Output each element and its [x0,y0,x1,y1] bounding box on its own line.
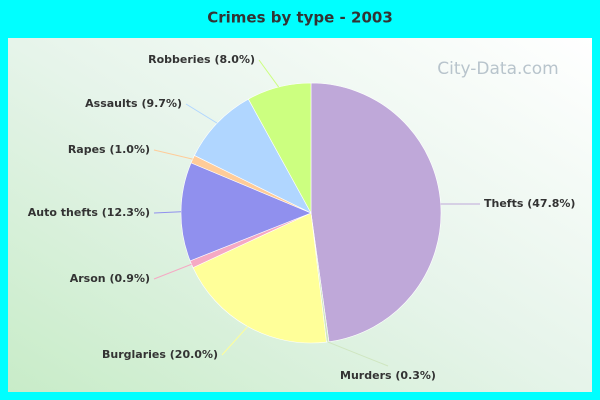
pie-slice [247,82,312,214]
category-label: Rapes [68,143,106,156]
chart-title: Crimes by type - 2003 [207,9,393,27]
slice-label: Arson (0.9%) [70,272,150,285]
value-label: (1.0%) [109,143,150,156]
leader-line [327,341,389,367]
value-label: (20.0%) [170,348,218,361]
leader-line [221,326,249,356]
category-label: Auto thefts [28,206,99,219]
slice-label: Rapes (1.0%) [68,143,150,156]
slice-label: Assaults (9.7%) [85,97,182,110]
category-label: Murders [340,369,392,382]
leader-line [153,211,182,214]
value-label: (8.0%) [214,53,255,66]
category-label: Arson [70,272,106,285]
category-label: Thefts [484,197,524,210]
slice-label: Thefts (47.8%) [484,197,575,210]
pie-slice [180,162,312,262]
value-label: (0.3%) [395,369,436,382]
leader-line [185,103,218,124]
slice-label: Burglaries (20.0%) [102,348,218,361]
category-label: Robberies [148,53,211,66]
category-label: Assaults [85,97,138,110]
pie-slice [194,98,312,214]
leader-line [153,149,193,160]
value-label: (0.9%) [109,272,150,285]
value-label: (47.8%) [527,197,575,210]
leader-line [258,59,280,88]
value-label: (9.7%) [141,97,182,110]
value-label: (12.3%) [102,206,150,219]
watermark: City-Data.com [437,59,558,79]
slice-label: Robberies (8.0%) [148,53,255,66]
slice-label: Auto thefts (12.3%) [28,206,150,219]
leader-line [153,263,192,280]
category-label: Burglaries [102,348,166,361]
slice-label: Murders (0.3%) [340,369,436,382]
